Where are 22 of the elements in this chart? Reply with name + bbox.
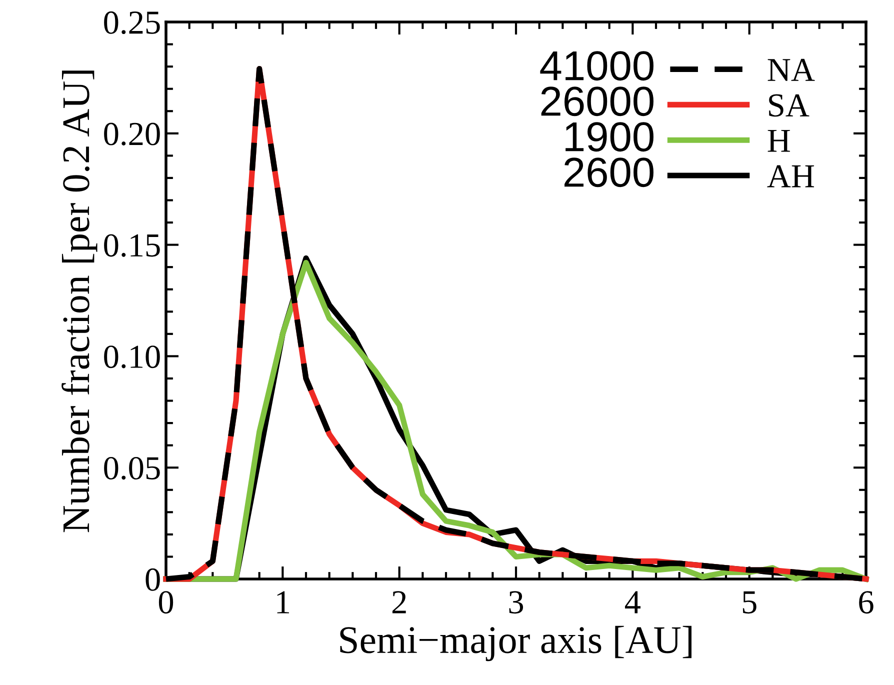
legend-label: NA <box>768 58 815 81</box>
annotation: 41000 <box>540 51 654 81</box>
annotation: 2600 <box>564 158 654 188</box>
annotation: 26000 <box>541 86 654 116</box>
annotation: 1900 <box>566 122 654 152</box>
y-tick-label: 0.10 <box>104 346 160 368</box>
x-axis-title: Semi−major axis [AU] <box>340 626 692 662</box>
y-tick-label: 0.25 <box>104 11 160 34</box>
y-tick-label: 0 <box>146 568 160 591</box>
x-tick-label: 5 <box>742 591 756 614</box>
x-tick-label: 2 <box>392 591 406 614</box>
legend-label: SA <box>769 94 810 117</box>
x-tick-label: 1 <box>277 591 289 614</box>
legend-label: AH <box>767 165 814 188</box>
legend-label: H <box>768 130 790 152</box>
y-tick-label: 0.15 <box>104 234 160 257</box>
x-tick-label: 4 <box>624 591 640 614</box>
y-tick-label: 0.20 <box>104 122 160 146</box>
x-tick-label: 3 <box>509 591 524 614</box>
x-tick-label: 6 <box>859 591 874 614</box>
y-tick-label: 0.05 <box>104 457 160 480</box>
y-axis-title: Number fraction [per 0.2 AU] <box>62 70 98 532</box>
